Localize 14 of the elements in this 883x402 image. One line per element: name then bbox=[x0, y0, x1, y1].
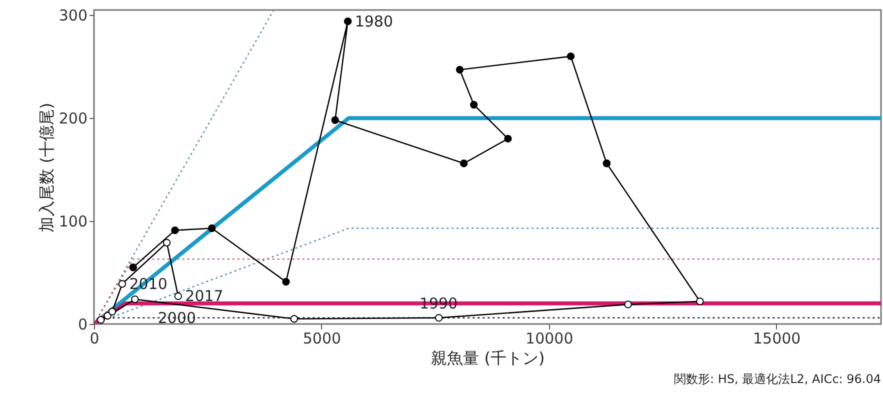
x-axis-title: 親魚量 (千トン) bbox=[431, 348, 545, 368]
y-tick-label: 300 bbox=[58, 6, 88, 25]
x-tick-label: 5000 bbox=[302, 330, 342, 348]
annotation: 2000 bbox=[158, 308, 196, 327]
y-tick-label: 100 bbox=[58, 212, 88, 231]
annotation: 1980 bbox=[354, 12, 394, 30]
y-tick-label: 200 bbox=[58, 110, 88, 128]
x-tick-label: 0 bbox=[90, 330, 100, 348]
annotation: 2017 bbox=[185, 287, 224, 306]
y-axis-title: 加入尾数 (十億尾) bbox=[36, 102, 56, 232]
x-tick-label: 15000 bbox=[753, 330, 801, 348]
y-tick-label: 0 bbox=[78, 316, 88, 334]
text: 関数形: HS, 最適化法L2, AICc: 96.04 bbox=[674, 372, 881, 386]
x-tick-label: 10000 bbox=[526, 330, 574, 348]
